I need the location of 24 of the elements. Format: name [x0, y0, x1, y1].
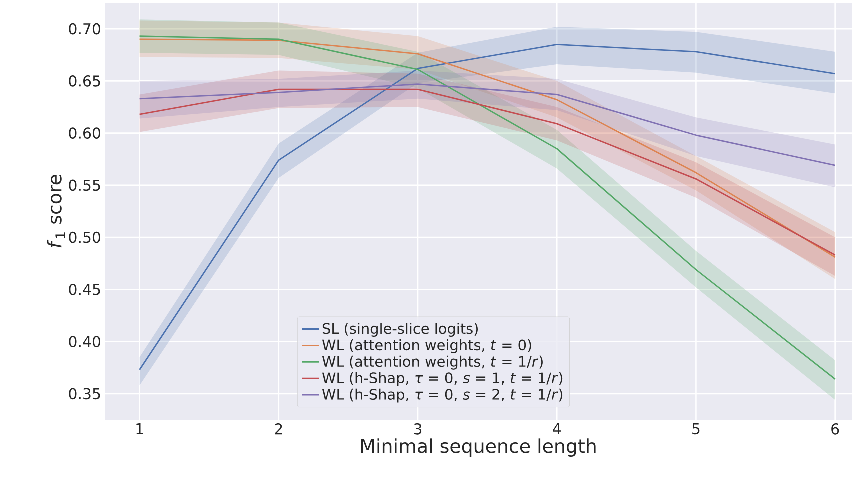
y-tick-label: 0.50 — [69, 232, 100, 244]
legend-label: WL (attention weights, t = 0) — [322, 339, 532, 354]
text: WL (h-Shap, τ = 0, s = 2, t = 1/r) — [322, 388, 563, 403]
line-series — [139, 88, 836, 256]
legend-label: WL (attention weights, t = 1/r) — [322, 356, 543, 370]
y-tick-label: 0.70 — [69, 23, 100, 35]
line-series — [139, 84, 836, 166]
y-tick-label: 0.65 — [69, 76, 100, 87]
x-axis-title: Minimal sequence length — [362, 438, 596, 457]
y-tick-label: 0.40 — [69, 336, 100, 348]
y-tick-label: 0.35 — [69, 388, 100, 400]
x-tick-label: 2 — [275, 424, 282, 435]
x-tick-label: 6 — [832, 424, 840, 435]
y-axis-title: f$_{1}$ score — [47, 175, 66, 248]
y-tick-label: 0.60 — [69, 128, 100, 139]
x-tick-label: 4 — [553, 424, 562, 434]
text: WL (h-Shap, τ = 0, s = 1, t = 1/r) — [322, 372, 563, 386]
y-tick-label: 0.55 — [69, 180, 100, 192]
x-tick-label: 5 — [692, 424, 700, 435]
x-tick-label: 1 — [136, 424, 144, 434]
legend-label: SL (single-slice logits) — [322, 323, 478, 337]
y-tick-label: 0.45 — [69, 284, 100, 296]
x-tick-label: 3 — [414, 424, 422, 435]
line-series — [139, 38, 836, 258]
